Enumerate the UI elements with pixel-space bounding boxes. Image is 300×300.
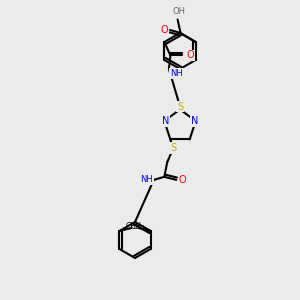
Text: NH: NH <box>140 175 153 184</box>
Text: S: S <box>177 101 183 112</box>
Text: O: O <box>160 25 168 35</box>
Text: S: S <box>170 143 176 153</box>
Text: N: N <box>162 116 169 126</box>
Text: NH: NH <box>170 69 183 78</box>
Text: CH₃: CH₃ <box>125 222 140 231</box>
Text: N: N <box>190 116 198 126</box>
Text: O: O <box>178 175 186 185</box>
Text: O: O <box>186 50 194 61</box>
Text: CH₃: CH₃ <box>130 222 145 231</box>
Text: OH: OH <box>172 8 186 16</box>
